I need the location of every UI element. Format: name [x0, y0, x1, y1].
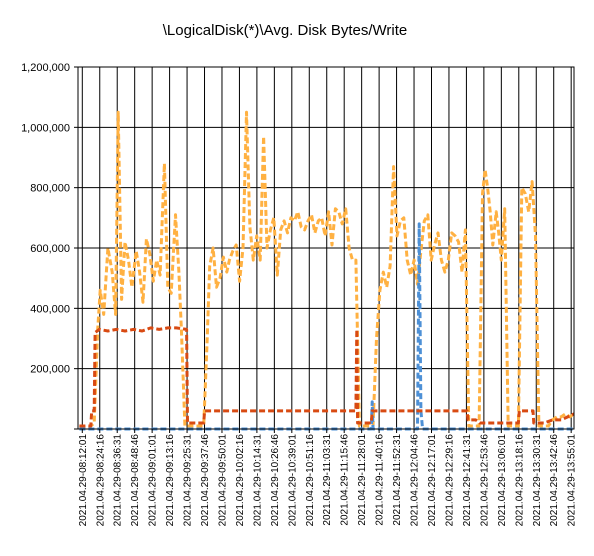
x-tick-label: 2021.04.29-09:13:16: [165, 434, 176, 527]
x-tick-label: 2021.04.29-10:26:46: [270, 434, 281, 527]
x-tick-label: 2021.04.29-09:37:46: [200, 434, 211, 527]
x-tick-label: 2021.04.29-13:06:01: [497, 434, 508, 527]
y-tick-label: 600,000: [30, 243, 70, 255]
x-tick-label: 2021.04.29-10:39:01: [287, 434, 298, 527]
x-tick-label: 2021.04.29-08:12:01: [78, 434, 89, 527]
x-tick-label: 2021.04.29-12:53:46: [479, 434, 490, 527]
y-tick-label: 400,000: [30, 303, 70, 315]
x-tick-label: 2021.04.29-11:03:31: [322, 434, 333, 526]
x-tick-label: 2021.04.29-12:41:31: [462, 434, 473, 527]
x-tick-label: 2021.04.29-13:30:31: [532, 434, 543, 527]
x-tick-label: 2021.04.29-13:55:01: [567, 434, 578, 527]
x-tick-label: 2021.04.29-10:02:16: [235, 434, 246, 527]
x-tick-label: 2021.04.29-09:01:01: [148, 434, 159, 527]
x-tick-label: 2021.04.29-11:28:01: [357, 434, 368, 526]
y-tick-label: 200,000: [30, 364, 70, 376]
y-tick-label: 800,000: [30, 183, 70, 195]
x-tick-label: 2021.04.29-12:29:16: [444, 434, 455, 527]
x-tick-label: 2021.04.29-08:24:16: [95, 434, 106, 527]
x-tick-label: 2021.04.29-11:15:46: [340, 434, 351, 526]
x-tick-label: 2021.04.29-12:17:01: [427, 434, 438, 527]
x-tick-label: 2021.04.29-11:52:31: [392, 434, 403, 526]
x-tick-label: 2021.04.29-10:14:31: [252, 434, 263, 527]
chart-title: \LogicalDisk(*)\Avg. Disk Bytes/Write: [163, 22, 408, 39]
x-tick-label: 2021.04.29-10:51:16: [305, 434, 316, 527]
x-tick-label: 2021.04.29-11:40:16: [375, 434, 386, 526]
y-tick-label: 1,000,000: [21, 122, 70, 134]
y-axis: 200,000 400,000 600,000 800,000 1,000,000 1,2…: [21, 62, 78, 430]
x-tick-label: 2021.04.29-09:25:31: [183, 434, 194, 527]
x-tick-label: 2021.04.29-12:04:46: [410, 434, 421, 527]
y-tick-label: 1,200,000: [21, 62, 70, 74]
x-axis: 2021.04.29-08:12:01 2021.04.29-08:24:16 20…: [78, 429, 578, 526]
x-tick-label: 2021.04.29-08:36:31: [113, 434, 124, 527]
series-line-3: [79, 326, 575, 428]
x-tick-label: 2021.04.29-13:42:46: [549, 434, 560, 527]
x-tick-label: 2021.04.29-08:48:46: [130, 434, 141, 527]
x-tick-label: 2021.04.29-09:50:01: [217, 434, 228, 527]
x-tick-label: 2021.04.29-13:18:16: [514, 434, 525, 527]
